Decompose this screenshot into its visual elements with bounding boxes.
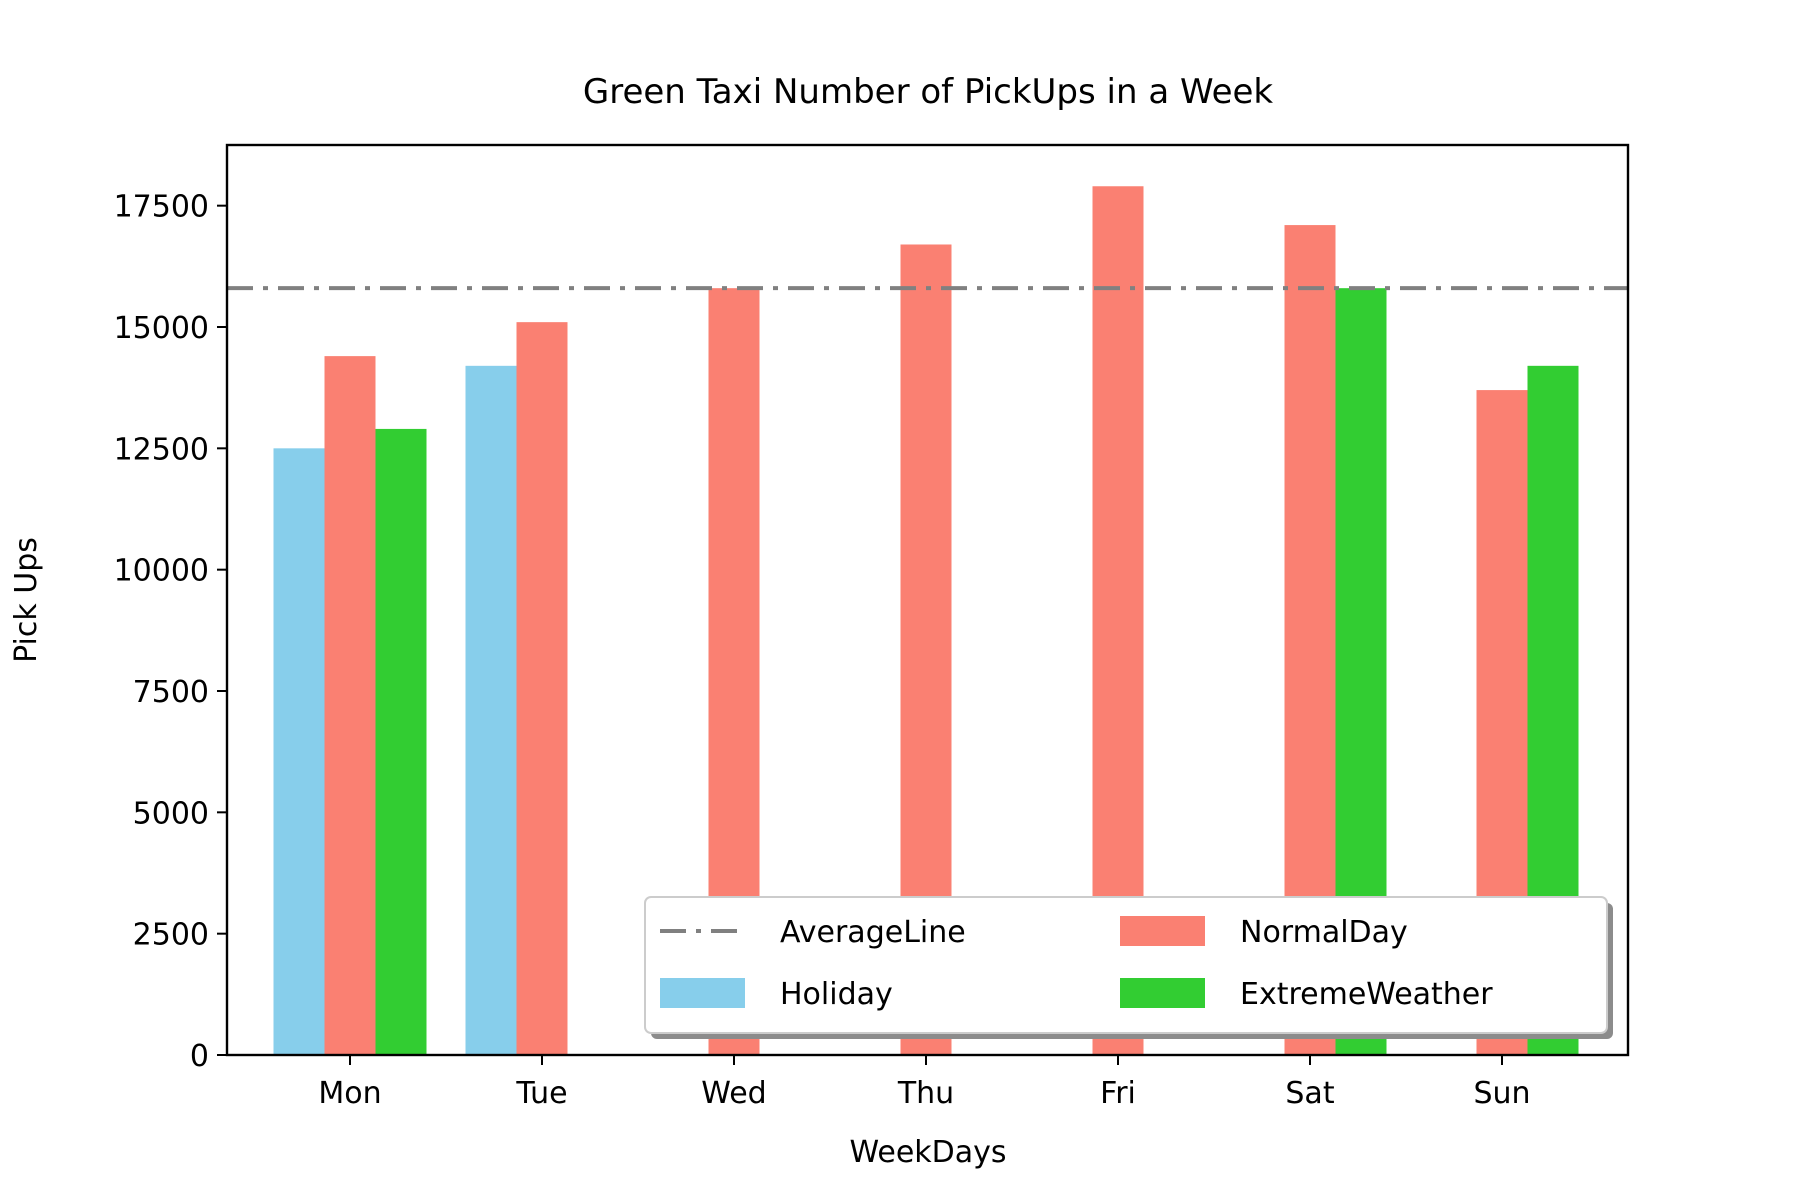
bar-extremeweather-mon (375, 428, 427, 1055)
bar-holiday-tue (465, 365, 517, 1056)
legend-swatch-normalday (1120, 916, 1205, 946)
legend-swatch-extremeweather (1120, 978, 1205, 1008)
axes-layer: 0 2500 5000 7500 10000 12500 15000 17500 Mon Tue W… (114, 143, 1630, 1111)
legend-label-holiday: Holiday (780, 977, 893, 1012)
legend-label-normalday: NormalDay (1240, 915, 1408, 950)
legend: AverageLine Holiday NormalDay ExtremeWeathe… (644, 896, 1613, 1039)
y-axis-label: Pick Ups (9, 537, 44, 663)
legend-swatch-holiday (660, 978, 745, 1008)
bar-normalday-mon (324, 356, 376, 1055)
x-tick-label-thu: Thu (897, 1076, 954, 1111)
chart-title: Green Taxi Number of PickUps in a Week (583, 72, 1274, 112)
x-tick-label-sat: Sat (1285, 1076, 1334, 1111)
y-tick-label: 15000 (114, 311, 209, 346)
x-tick-label-tue: Tue (515, 1076, 567, 1111)
x-tick-label-mon: Mon (318, 1076, 381, 1111)
y-tick-label: 5000 (133, 796, 209, 831)
y-tick-label: 12500 (114, 432, 209, 467)
bar-normalday-tue (516, 322, 568, 1055)
plot-frame (225, 143, 1630, 1057)
legend-box (644, 896, 1608, 1034)
x-axis-label: WeekDays (849, 1135, 1006, 1170)
x-tick-label-sun: Sun (1473, 1076, 1530, 1111)
bar-holiday-mon (273, 448, 325, 1056)
y-tick-label: 0 (190, 1039, 209, 1074)
x-tick-label-wed: Wed (701, 1076, 766, 1111)
y-tick-label: 10000 (114, 554, 209, 589)
y-tick-label: 2500 (133, 918, 209, 953)
legend-label-extremeweather: ExtremeWeather (1240, 977, 1493, 1012)
x-tick-label-fri: Fri (1100, 1076, 1136, 1111)
y-tick-label: 7500 (133, 675, 209, 710)
y-tick-label: 17500 (114, 190, 209, 225)
legend-label-averageline: AverageLine (780, 915, 966, 950)
